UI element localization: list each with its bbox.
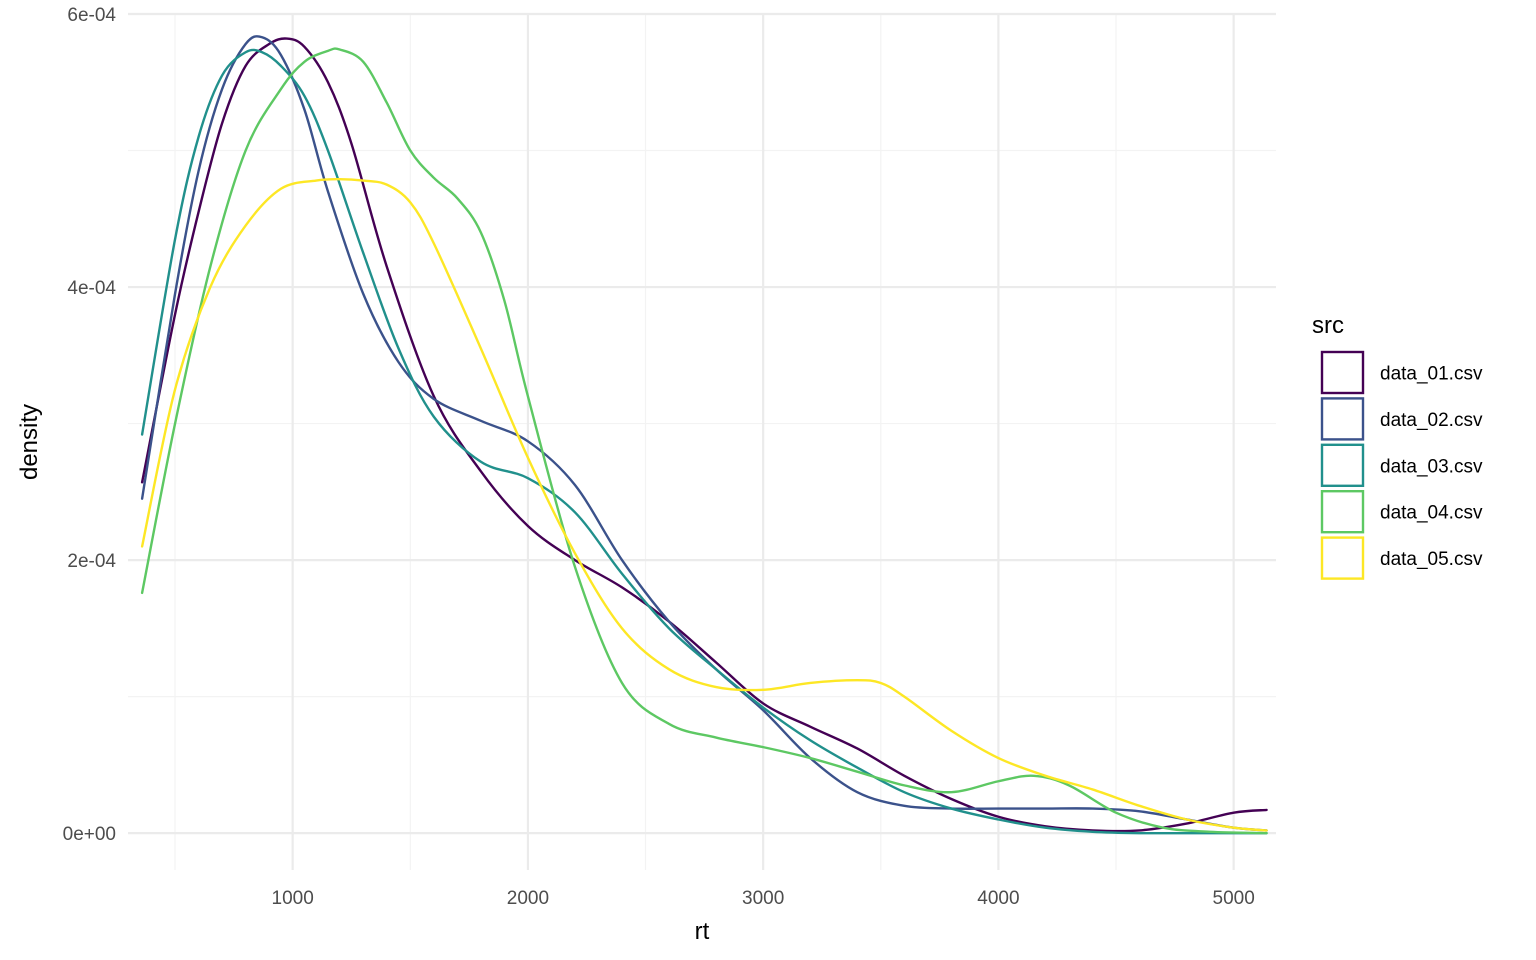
y-tick-label: 4e-04 [67,278,116,299]
x-tick-label: 1000 [272,888,314,909]
x-axis-tick-labels: 1000 2000 3000 4000 5000 [272,888,1255,909]
x-tick-label: 4000 [977,888,1019,909]
legend-label-3: data_03.csv [1380,456,1483,477]
series-line-5 [140,177,1268,832]
y-axis-tick-labels: 0e+00 2e-04 4e-04 6e-04 [63,5,117,845]
x-tick-label: 5000 [1213,888,1255,909]
series-line-1 [140,37,1268,833]
x-tick-label: 3000 [742,888,784,909]
legend-label-5: data_05.csv [1380,549,1483,570]
series-line-2 [140,35,1268,832]
y-tick-label: 6e-04 [67,5,116,26]
series-line-4 [140,47,1268,835]
x-tick-label: 2000 [507,888,549,909]
legend-title: src [1312,312,1344,339]
legend-key-5 [1320,536,1365,580]
legend-key-2 [1320,397,1365,441]
legend-key-4 [1320,490,1365,534]
legend-label-1: data_01.csv [1380,364,1483,385]
y-axis-title: density [16,404,43,480]
grid-lines [128,12,1276,870]
series-lines [140,35,1268,835]
legend-key-3 [1320,443,1365,487]
legend-key-1 [1320,350,1365,395]
y-tick-label: 0e+00 [63,824,116,845]
series-line-3 [140,48,1268,835]
legend: src data_01.csv data_02.csv data_03.csvdat… [1312,312,1483,580]
x-axis-title: rt [695,918,710,945]
legend-label-2: data_02.csv [1380,410,1483,431]
legend-label-4: data_04.csv [1380,503,1483,524]
y-tick-label: 2e-04 [67,551,116,572]
